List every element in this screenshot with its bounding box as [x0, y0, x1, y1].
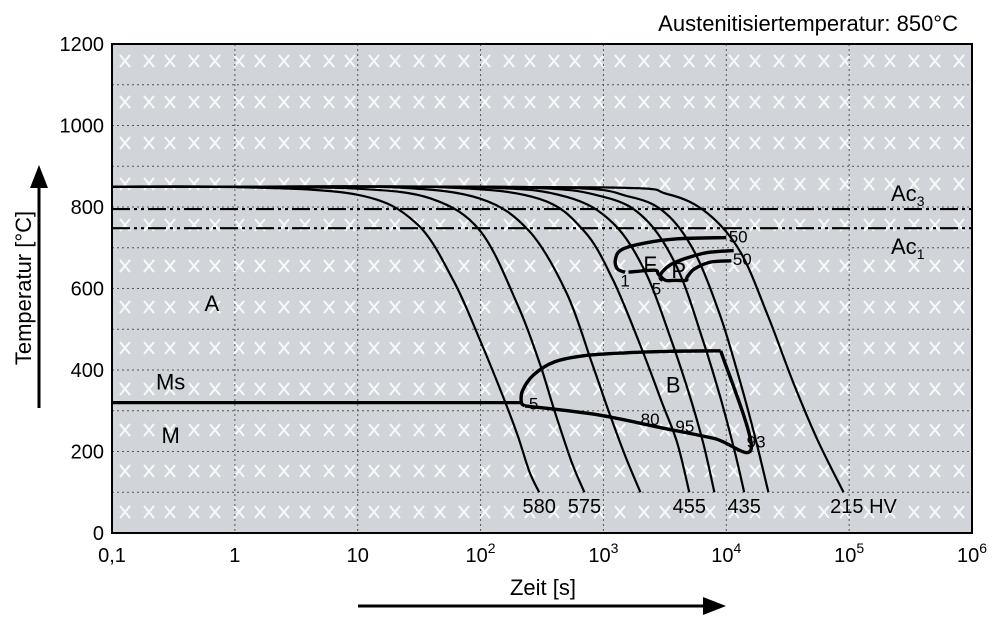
x-axis-arrow — [358, 597, 726, 615]
y-tick-label: 200 — [71, 442, 104, 464]
y-tick-label: 800 — [71, 197, 104, 219]
ferrite-pearlite-end-line — [628, 259, 732, 283]
hardness-label: 455 — [673, 496, 706, 518]
transformation-lines — [519, 235, 754, 455]
percent-label: 5 — [652, 280, 661, 299]
y-tick-label: 1000 — [60, 116, 105, 138]
ms-label: Ms — [156, 370, 185, 395]
percent-label: 95 — [675, 417, 694, 436]
x-axis-label: Zeit [s] — [510, 575, 576, 600]
x-tick-label: 103 — [588, 540, 618, 567]
y-tick-label: 0 — [93, 523, 104, 545]
phase-label-a: A — [205, 291, 220, 316]
ferrite-start-line — [613, 235, 727, 274]
phase-label-m: M — [161, 423, 179, 448]
bainite-start-line — [519, 349, 721, 408]
pearlite-start-line — [658, 248, 734, 282]
phase-label-p: P — [671, 258, 686, 283]
x-tick-label: 104 — [711, 540, 741, 567]
hardness-label: 215 HV — [830, 496, 897, 518]
plot-area — [111, 43, 973, 534]
cooling-curves — [111, 185, 845, 493]
y-tick-label: 400 — [71, 360, 104, 382]
percent-label: 80 — [641, 410, 660, 429]
y-tick-label: 600 — [71, 279, 104, 301]
x-tick-labels: 0,1 1 10 102 103 104 105 106 — [98, 540, 987, 567]
percent-label: 93 — [747, 432, 766, 451]
percent-label: 1 — [620, 271, 629, 290]
percent-label: 50 — [729, 227, 748, 246]
chart-title: Austenitisiertemperatur: 850°C — [658, 11, 958, 36]
x-tick-label: 1 — [229, 545, 240, 567]
y-axis-arrow — [30, 165, 48, 408]
x-tick-label: 0,1 — [98, 545, 126, 567]
bainite-end-line — [524, 350, 754, 455]
hardness-label: 575 — [568, 496, 601, 518]
cooling-curve-8 — [111, 185, 845, 493]
y-tick-labels: 0 200 400 600 800 1000 1200 — [60, 34, 105, 545]
y-tick-label: 1200 — [60, 34, 105, 56]
percent-label: 50 — [733, 250, 752, 269]
x-tick-label: 106 — [957, 540, 987, 567]
hardness-label: 435 — [728, 496, 761, 518]
plot-frame — [111, 43, 973, 534]
y-axis-label: Temperatur [°C] — [11, 211, 36, 365]
x-tick-label: 105 — [834, 540, 864, 567]
reference-lines — [112, 207, 972, 405]
phase-label-f: F — [643, 252, 656, 277]
x-tick-label: 10 — [347, 545, 369, 567]
percent-label: 5 — [529, 394, 538, 413]
phase-label-b: B — [666, 372, 681, 397]
hardness-label: 580 — [523, 496, 556, 518]
x-tick-label: 102 — [466, 540, 496, 567]
